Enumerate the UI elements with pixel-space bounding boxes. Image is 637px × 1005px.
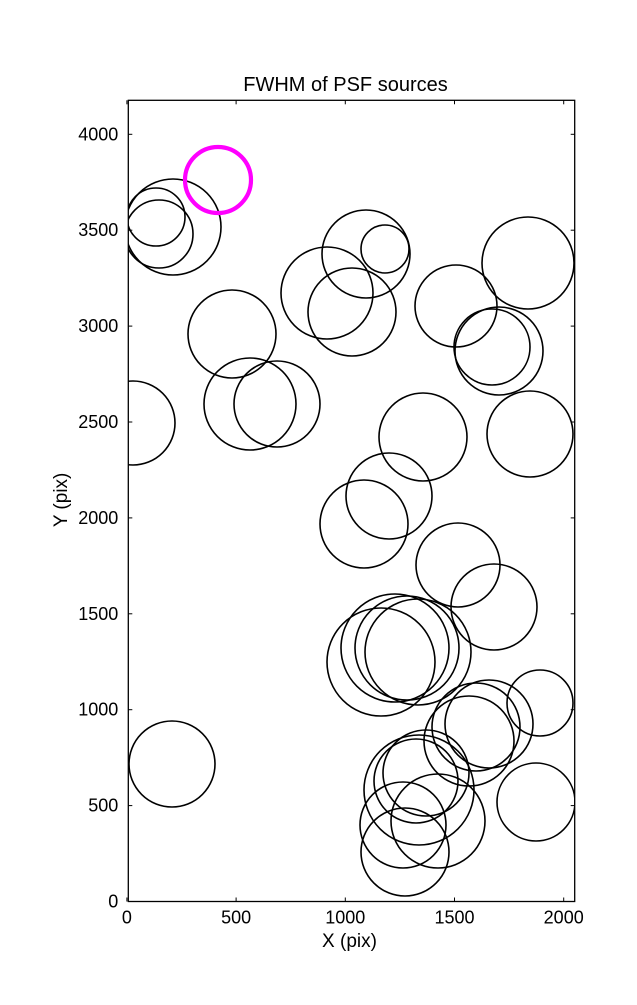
svg-text:FWHM of PSF sources: FWHM of PSF sources <box>243 74 447 96</box>
svg-text:1000: 1000 <box>325 908 365 928</box>
svg-text:X (pix): X (pix) <box>322 931 377 952</box>
svg-text:500: 500 <box>88 796 118 816</box>
svg-text:500: 500 <box>221 908 251 928</box>
svg-text:2500: 2500 <box>78 412 118 432</box>
svg-text:2000: 2000 <box>544 908 584 928</box>
svg-text:Y (pix): Y (pix) <box>51 473 72 528</box>
svg-text:1000: 1000 <box>78 700 118 720</box>
svg-text:1500: 1500 <box>78 604 118 624</box>
svg-text:3500: 3500 <box>78 220 118 240</box>
svg-text:0: 0 <box>108 892 118 912</box>
svg-text:4000: 4000 <box>78 124 118 144</box>
svg-text:1500: 1500 <box>434 908 474 928</box>
svg-text:3000: 3000 <box>78 316 118 336</box>
svg-text:2000: 2000 <box>78 508 118 528</box>
svg-text:0: 0 <box>122 908 132 928</box>
